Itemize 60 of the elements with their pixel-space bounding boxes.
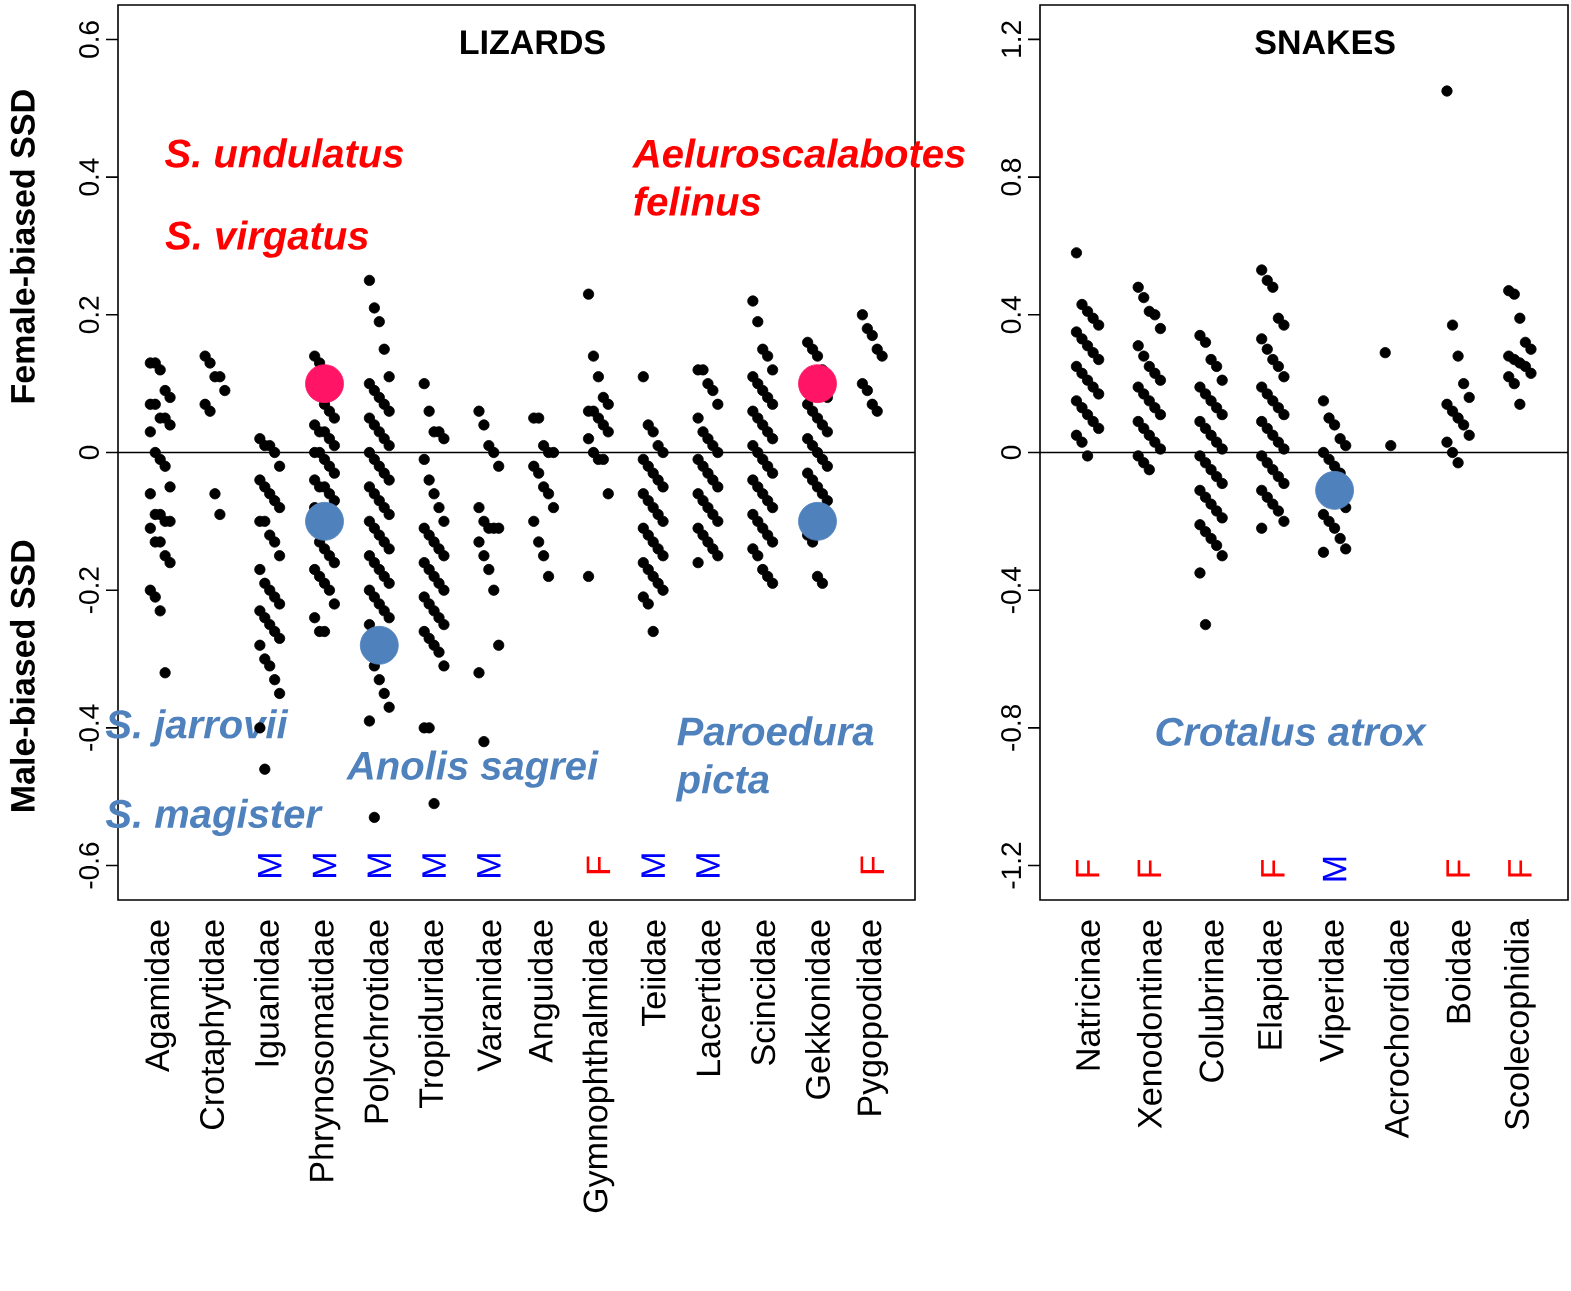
x-tick-label: Anguidae — [527, 920, 560, 1063]
annotation: F — [1137, 859, 1162, 877]
annotation: S. undulatus — [165, 138, 404, 168]
x-tick-label: Polychrotidae — [363, 920, 396, 1123]
y-tick-label: 0 — [79, 445, 99, 460]
y-tick-label: -0.4 — [1001, 566, 1021, 614]
annotation: M — [641, 854, 665, 877]
x-tick-label: Natricinae — [1075, 920, 1101, 1070]
x-tick-label: Varanidae — [476, 920, 502, 1072]
annotation: M — [477, 854, 501, 877]
y-tick-label: 1.2 — [1001, 21, 1021, 57]
y-tick-label: 0.2 — [79, 296, 99, 334]
y-tick-label: -0.2 — [79, 567, 99, 614]
annotation: M — [258, 854, 282, 877]
x-tick-label: Gekkonidae — [805, 920, 830, 1099]
y-tick-label: 0.8 — [1001, 158, 1021, 196]
annotation: M — [696, 854, 720, 877]
y-tick-label: -0.4 — [79, 704, 99, 751]
y-tick-label: -0.8 — [1001, 704, 1021, 751]
annotation: Paroedura picta — [675, 716, 874, 802]
x-tick-label: Teiidae — [640, 920, 666, 1027]
y-tick-label: 0.4 — [1001, 296, 1021, 334]
y-tick-label: 0 — [1001, 445, 1021, 460]
text: LIZARDS — [461, 30, 605, 55]
x-tick-label: Xenodontinae — [1136, 920, 1162, 1129]
x-tick-label: Pygopodidae — [856, 920, 889, 1115]
x-tick-label: Lacertidae — [695, 920, 721, 1076]
annotation: Anolis sagrei — [346, 750, 599, 788]
x-tick-label: Iguanidae — [253, 920, 286, 1066]
x-tick-label: Scincidae — [750, 920, 776, 1065]
annotation: F — [860, 856, 884, 874]
x-tick-label: Tropiduridae — [418, 920, 450, 1108]
y-tick-label: -0.6 — [79, 842, 99, 889]
x-tick-label: Agamidae — [144, 920, 177, 1073]
annotation: M — [312, 854, 337, 877]
y-axis-title: Female-biased SSD — [9, 90, 35, 403]
x-tick-label: Colubrinae — [1198, 920, 1224, 1082]
annotation: M — [1322, 857, 1347, 881]
y-tick-label: 0.4 — [79, 158, 99, 196]
y-tick-label: -1.2 — [1001, 842, 1021, 889]
text: SNAKES — [1255, 30, 1395, 55]
x-tick-label: Elapidae — [1256, 920, 1289, 1049]
x-tick-label: Gymnophthalmidae — [582, 920, 615, 1213]
annotation: F — [1508, 859, 1532, 877]
y-tick-label: 0.6 — [79, 21, 99, 58]
annotation: Crotalus atrox — [1156, 716, 1427, 746]
x-tick-label: Acrochordidae — [1383, 920, 1409, 1139]
x-tick-label: Phrynosomatidae — [308, 920, 341, 1181]
annotation: F — [1075, 859, 1100, 877]
annotation: F — [1261, 859, 1285, 877]
annotation: F — [586, 856, 611, 874]
x-tick-label: Crotaphytidae — [199, 920, 231, 1130]
x-tick-label: Scolecophidia — [1504, 919, 1536, 1130]
annotation: S. virgatus — [165, 220, 369, 258]
annotation: M — [367, 854, 391, 877]
text: Male-biased SSD — [9, 540, 35, 811]
x-tick-label: Boidae — [1445, 920, 1471, 1023]
x-tick-label: Viperidae — [1318, 920, 1351, 1062]
annotation: F — [1446, 859, 1470, 877]
annotation: M — [422, 854, 446, 877]
